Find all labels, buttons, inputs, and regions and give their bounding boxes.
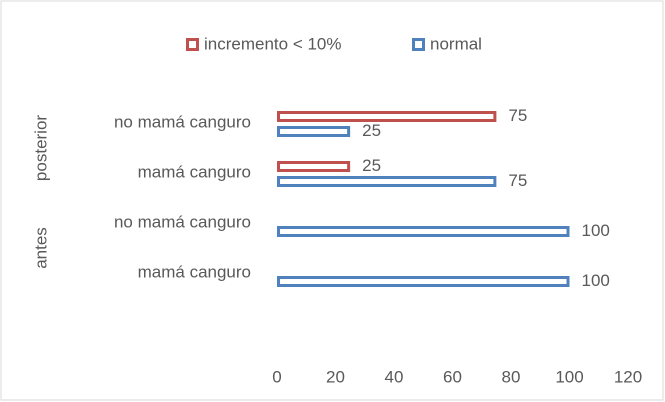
x-tick-label: 120 (614, 367, 642, 386)
value-label: 75 (508, 171, 527, 190)
bar (277, 276, 570, 287)
bar (277, 126, 351, 137)
x-tick-label: 40 (385, 367, 404, 386)
bar (277, 111, 497, 122)
x-tick-label: 60 (443, 367, 462, 386)
legend-label: incremento < 10% (204, 34, 342, 53)
legend-label: normal (430, 34, 482, 53)
category-label: no mamá canguro (114, 112, 251, 131)
value-label: 25 (362, 121, 381, 140)
legend-swatch (186, 38, 199, 51)
category-label: no mamá canguro (114, 212, 251, 231)
category-label: mamá canguro (138, 262, 251, 281)
legend-swatch (412, 38, 425, 51)
value-label: 25 (362, 156, 381, 175)
value-label: 100 (582, 271, 610, 290)
group-label: posterior (31, 115, 50, 181)
x-tick-label: 20 (326, 367, 345, 386)
x-tick-label: 80 (502, 367, 521, 386)
x-tick-label: 100 (555, 367, 583, 386)
category-label: mamá canguro (138, 162, 251, 181)
bar (277, 176, 497, 187)
bar (277, 226, 570, 237)
group-label: antes (31, 227, 50, 269)
bar (277, 161, 351, 172)
value-label: 100 (582, 221, 610, 240)
value-label: 75 (508, 106, 527, 125)
x-tick-label: 0 (272, 367, 281, 386)
